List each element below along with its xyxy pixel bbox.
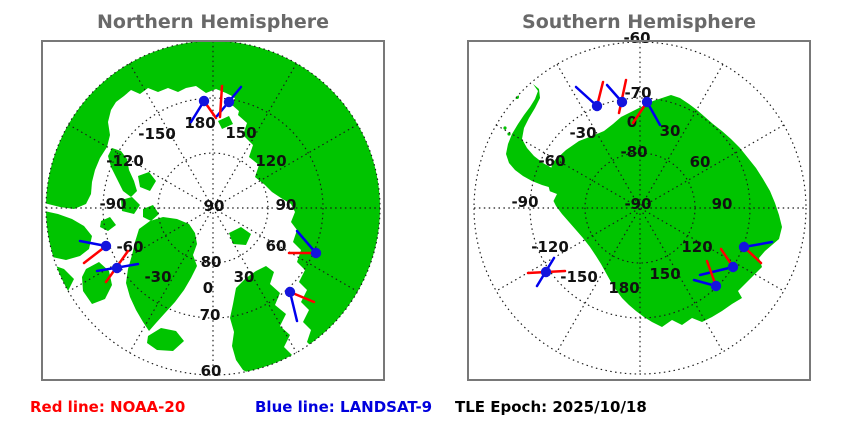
north-panel-title: Northern Hemisphere [96,11,329,33]
graticule-label: 180 [184,114,215,132]
satellite-dot [641,96,653,108]
graticule-label: 120 [681,238,712,256]
satellite-dot [223,96,235,108]
graticule-label: -150 [560,268,598,286]
north-map-border [41,40,385,381]
satellite-marker [189,95,218,124]
satellite-dot [727,261,739,273]
satellite-marker [631,96,662,127]
graticule-label: 90 [204,197,225,215]
island-speck-2 [503,126,507,130]
graticule-label: -150 [138,125,176,143]
landmass-eurasia [46,41,380,375]
graticule-label: 0 [203,279,213,297]
graticule-label: 60 [266,237,287,255]
legend-blue-line: Blue line: LANDSAT-9 [255,398,433,416]
north-graticule [45,41,381,376]
satellite-marker [215,84,243,119]
satellite-dot [616,96,628,108]
graticule-label: -90 [624,195,651,213]
south-graticule [473,41,807,375]
satellite-dot [310,247,322,259]
graticule-label: 60 [690,153,711,171]
graticule-label: 80 [201,253,222,271]
satellite-dot [111,262,123,274]
islands-svalbard [229,227,251,245]
satellite-dot [738,241,750,253]
graticule-label: 30 [234,268,255,286]
graticule-label: 0 [627,113,637,131]
satellite-dot [284,286,296,298]
satellite-dot [540,266,552,278]
south-panel-title: Southern Hemisphere [522,11,756,33]
island-wrangel [218,116,233,129]
south-graticule-labels: -60-70-80-900 306090120150180-150-120-90-… [511,29,732,297]
graticule-label: 90 [712,195,733,213]
south-map-border [467,40,811,381]
satellite-marker [605,78,628,115]
blue-track-line [698,265,735,277]
red-track-line [617,78,628,115]
satellite-marker [95,249,140,284]
landmass-greenland [126,217,197,331]
satellite-marker [287,229,322,259]
graticule-label: -120 [106,152,144,170]
graticule-label: 90 [276,196,297,214]
landmass-scandinavia [230,266,295,375]
north-satellite-markers [78,84,322,323]
graticule-label: 180 [608,279,639,297]
legend-tle-epoch: TLE Epoch: 2025/10/18 [455,398,647,416]
north-panel [45,41,381,376]
satellite-dot [198,95,210,107]
legend-red-line: Red line: NOAA-20 [30,398,186,416]
satellite-marker [284,286,316,323]
graticule-label: -60 [538,152,565,170]
graticule-label: -60 [623,29,650,47]
graticule-label: -30 [144,268,171,286]
satellite-marker [574,80,605,112]
satellite-dot [710,280,722,292]
islands-canadian-archipelago [100,148,159,231]
satellite-dot [100,240,112,252]
graticule-label: -120 [531,238,569,256]
graticule-label: 150 [649,265,680,283]
red-track-line [218,84,224,119]
satellite-marker [526,256,567,288]
graticule-label: 30 [660,122,681,140]
graticule-label: 70 [200,306,221,324]
landmass-antarctic-peninsula [506,84,566,188]
landmass-east-siberia-blob [253,132,287,169]
graticule-label: 60 [201,362,222,380]
island-baffin [82,262,112,304]
island-iceland [147,328,184,351]
satellite-marker [698,247,739,277]
north-graticule-labels: 180 -150 150 -120 120 -90 90 -60 60 -30 30 0 90 80 70 6… [99,114,296,380]
graticule-label: -90 [99,195,126,213]
south-satellite-markers [526,78,774,292]
graticule-label: 150 [225,124,256,142]
satellite-marker [78,239,112,265]
graticule-label: -80 [620,143,647,161]
graticule-label: -60 [116,238,143,256]
satellite-marker [692,259,722,292]
graticule-label: -30 [569,124,596,142]
graticule-label: 120 [255,152,286,170]
satellite-marker [738,240,774,265]
graticule-label: -90 [511,193,538,211]
satellite-dot [591,100,603,112]
